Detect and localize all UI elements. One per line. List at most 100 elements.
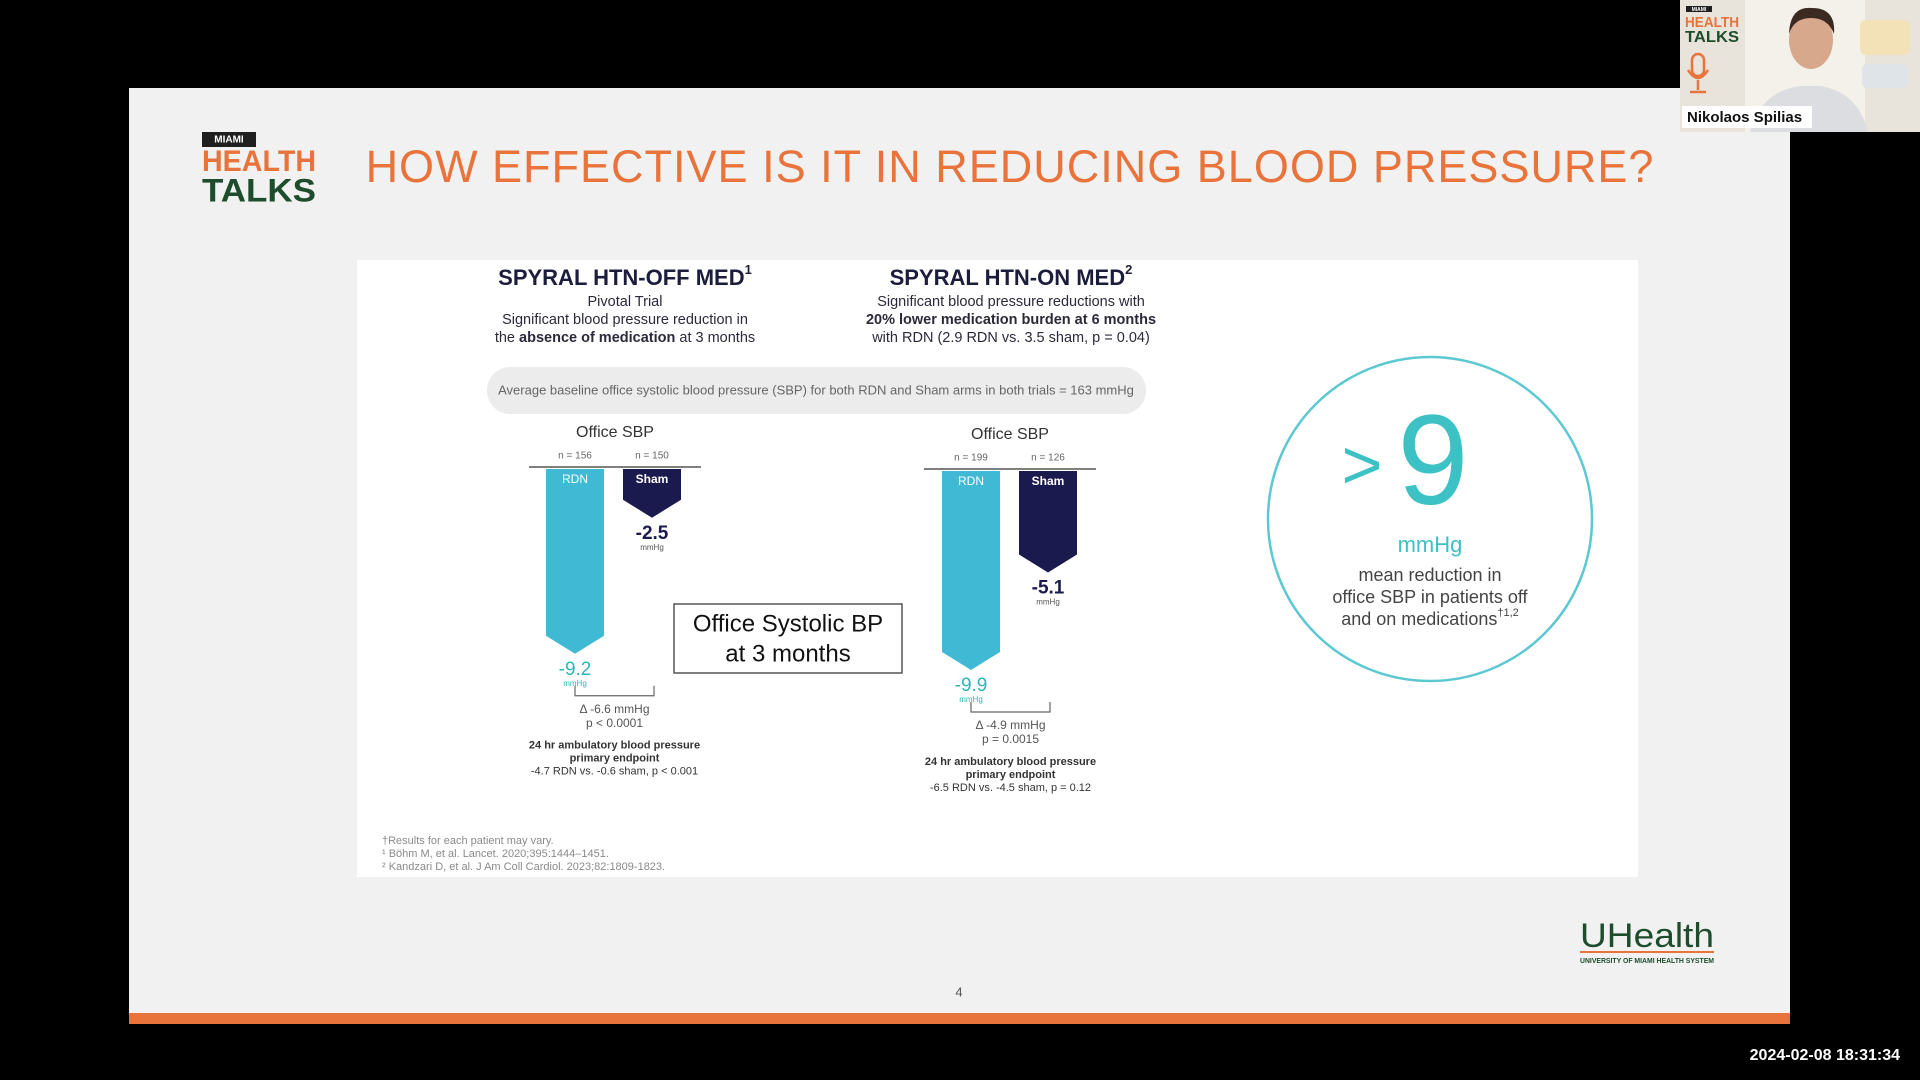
arm-name: RDN: [562, 472, 588, 486]
logo-tag: [202, 132, 256, 147]
webcam-person-hair: [1789, 7, 1835, 34]
arm-n: n = 199: [954, 453, 988, 464]
callout-box: [673, 603, 903, 674]
logo-line1: HEALTH: [202, 145, 316, 178]
speaker-label-box: [1682, 106, 1812, 128]
timestamp: 2024-02-08 18:31:34: [1750, 1047, 1900, 1064]
desc-segment: the: [495, 330, 519, 346]
ambulatory: -4.7 RDN vs. -0.6 sham, p < 0.001: [531, 766, 698, 778]
trial-desc: the absence of medication at 3 months: [495, 330, 755, 346]
banner-box: [487, 367, 1146, 414]
bracket: [970, 701, 1051, 713]
desc-segment: Significant blood pressure reduction in: [502, 312, 748, 328]
highlight-line: and on medications†1,2: [1341, 607, 1519, 629]
trial-sup: 1: [745, 262, 752, 277]
webcam-person-head: [1789, 11, 1833, 69]
highlight-line-text: office SBP in patients off: [1332, 587, 1528, 607]
value-label: -9.9: [955, 675, 988, 696]
page-number: 4: [955, 984, 962, 999]
trial-heading: SPYRAL HTN-ON MED2: [890, 262, 1133, 289]
ambulatory: primary endpoint: [966, 769, 1056, 781]
webcam-logo-line2: TALKS: [1685, 29, 1739, 46]
brand-logo: UHealth UNIVERSITY OF MIAMI HEALTH SYSTE…: [1580, 917, 1714, 965]
highlight-line: mean reduction in: [1358, 565, 1501, 585]
webcam-decor: [1860, 20, 1910, 55]
desc-segment: at 3 months: [675, 330, 755, 346]
value-label: -5.1: [1032, 578, 1065, 599]
logo-line2: TALKS: [202, 172, 316, 208]
ambulatory: 24 hr ambulatory blood pressure: [529, 740, 700, 752]
slide-title: HOW EFFECTIVE IS IT IN REDUCING BLOOD PR…: [366, 141, 1655, 192]
desc-segment: absence of medication: [519, 330, 675, 346]
delta: Δ -6.6 mmHg: [579, 702, 649, 716]
speaker-name: Nikolaos Spilias: [1687, 109, 1802, 126]
bar: [623, 469, 681, 518]
logo-top: MIAMI: [214, 135, 244, 146]
highlight-line-text: and on medications: [1341, 609, 1497, 629]
footnote: †Results for each patient may vary.: [382, 835, 554, 847]
ambulatory: 24 hr ambulatory blood pressure: [925, 756, 1096, 768]
value-unit: mmHg: [959, 695, 983, 704]
footnote: ² Kandzari D, et al. J Am Coll Cardiol. …: [382, 861, 665, 873]
brand-name: UHealth: [1580, 917, 1714, 955]
trial-desc: Significant blood pressure reduction in: [502, 312, 748, 328]
trial-desc: 20% lower medication burden at 6 months: [866, 312, 1156, 328]
highlight-circle: [1266, 355, 1594, 683]
bracket: [574, 685, 655, 697]
highlight-line-text: mean reduction in: [1358, 565, 1501, 585]
desc-segment: Significant blood pressure reductions wi…: [877, 294, 1145, 310]
arm-name: Sham: [1032, 474, 1065, 488]
p-value: p = 0.0015: [982, 732, 1039, 746]
webcam-tile: MIAMI HEALTH TALKS Nikolaos Spilias: [1680, 0, 1920, 132]
slide-logo: MIAMI HEALTH TALKS: [202, 132, 316, 208]
banner: Average baseline office systolic blood p…: [498, 382, 1134, 397]
delta: Δ -4.9 mmHg: [975, 718, 1045, 732]
trial-sup: 2: [1125, 262, 1132, 277]
desc-segment: with RDN (2.9 RDN vs. 3.5 sham, p = 0.04…: [871, 330, 1150, 346]
webcam-mic: [1690, 52, 1706, 78]
p-value: p < 0.0001: [586, 716, 643, 730]
arm-name: Sham: [636, 472, 669, 486]
callout-line: Office Systolic BP: [693, 610, 883, 637]
callout-line: at 3 months: [725, 640, 850, 667]
value-unit: mmHg: [1036, 598, 1060, 607]
webcam-mic-stand: [1686, 69, 1710, 94]
bar: [942, 471, 1000, 670]
brand-sub: UNIVERSITY OF MIAMI HEALTH SYSTEM: [1580, 958, 1714, 965]
brand-rule: [1580, 951, 1714, 953]
arm-n: n = 156: [558, 451, 592, 462]
highlight-number: 9: [1397, 389, 1468, 532]
value-label: -2.5: [636, 523, 669, 544]
highlight-line: office SBP in patients off: [1332, 587, 1528, 607]
webcam-logo-tag: [1686, 6, 1712, 12]
arm-n: n = 126: [1031, 453, 1065, 464]
value-unit: mmHg: [640, 543, 664, 552]
ambulatory: primary endpoint: [570, 753, 660, 765]
desc-segment: Pivotal Trial: [588, 294, 663, 310]
arm-name: RDN: [958, 474, 984, 488]
trial-desc: with RDN (2.9 RDN vs. 3.5 sham, p = 0.04…: [871, 330, 1150, 346]
chart-title: Office SBP: [971, 426, 1049, 443]
bar: [546, 469, 604, 654]
trial-name: SPYRAL HTN-OFF MED: [498, 265, 744, 290]
trial-heading: SPYRAL HTN-OFF MED1: [498, 262, 752, 289]
chart-title: Office SBP: [576, 424, 654, 441]
webcam-logo-line1: HEALTH: [1685, 14, 1739, 31]
bar: [1019, 471, 1077, 573]
footnote: ¹ Böhm M, et al. Lancet. 2020;395:1444–1…: [382, 848, 609, 860]
arm-n: n = 150: [635, 451, 669, 462]
slide-bottom-bar: [129, 1013, 1790, 1024]
webcam-decor: [1862, 64, 1908, 88]
highlight-unit: mmHg: [1398, 532, 1463, 557]
value-unit: mmHg: [563, 679, 587, 688]
trial-desc: Pivotal Trial: [588, 294, 663, 310]
highlight-prefix: >: [1342, 425, 1383, 503]
trial-name: SPYRAL HTN-ON MED: [890, 265, 1126, 290]
desc-segment: 20% lower medication burden at 6 months: [866, 312, 1156, 328]
highlight-sup: †1,2: [1497, 607, 1518, 619]
webcam-logo-top: MIAMI: [1692, 7, 1707, 13]
ambulatory: -6.5 RDN vs. -4.5 sham, p = 0.12: [930, 782, 1091, 794]
trial-desc: Significant blood pressure reductions wi…: [877, 294, 1145, 310]
